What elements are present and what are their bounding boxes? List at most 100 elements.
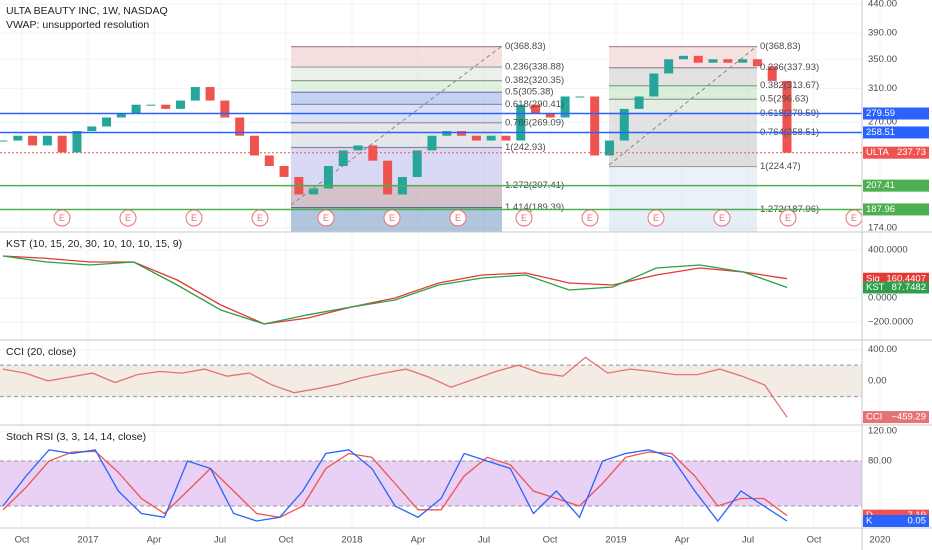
price-line-label: 258.51 <box>866 127 895 138</box>
last-price-value: 237.73 <box>897 147 926 158</box>
x-tick-label: Oct <box>543 535 558 546</box>
y-tick-label: 390.00 <box>868 28 897 39</box>
series-name: KST <box>866 282 885 293</box>
candle <box>131 104 141 114</box>
candle <box>249 135 259 156</box>
candle <box>102 117 112 127</box>
earnings-label: E <box>785 213 791 223</box>
candle <box>545 113 555 118</box>
pane-title: Stoch RSI (3, 3, 14, 14, close) <box>6 431 146 443</box>
chart-subtitle: VWAP: unsupported resolution <box>6 19 149 31</box>
y-tick-label: 310.00 <box>868 83 897 94</box>
candle <box>486 135 496 141</box>
earnings-marker <box>383 209 401 227</box>
series-name: K <box>866 516 873 527</box>
fib-zone <box>609 85 757 100</box>
candle <box>309 188 319 195</box>
y-tick-label: 80.00 <box>868 456 892 467</box>
y-tick-label: 400.00 <box>868 344 897 355</box>
x-tick-label: Jul <box>742 535 754 546</box>
candle <box>752 59 762 67</box>
earnings-label: E <box>323 213 329 223</box>
earnings-marker <box>581 209 599 227</box>
fib-label: 0.5(305.38) <box>505 87 554 98</box>
earnings-label: E <box>521 213 527 223</box>
candle <box>723 59 733 63</box>
candle <box>590 96 600 156</box>
fib-label: 0.618(290.41) <box>505 99 564 110</box>
series-last-value: 0.05 <box>908 516 927 527</box>
series-name: Sig <box>866 273 880 284</box>
earnings-marker <box>119 209 137 227</box>
x-tick-label: Oct <box>807 535 822 546</box>
earnings-marker <box>53 209 71 227</box>
candle <box>13 135 23 141</box>
x-tick-label: Oct <box>15 535 30 546</box>
candle <box>42 135 52 146</box>
last-price-name: ULTA <box>866 147 890 158</box>
x-tick-label: 2018 <box>341 535 362 546</box>
candle <box>116 113 126 118</box>
candle <box>678 55 688 60</box>
candle <box>176 100 186 109</box>
candle <box>604 140 614 156</box>
fib-zone <box>609 132 757 167</box>
y-tick-label: 350.00 <box>868 54 897 65</box>
value-box <box>863 281 929 294</box>
value-box <box>863 411 929 424</box>
candle <box>471 135 481 141</box>
plot: 440.00 390.00 350.00 310.00 270.00 174.00 400.… <box>0 0 913 523</box>
earnings-marker <box>251 209 269 227</box>
earnings-label: E <box>587 213 593 223</box>
x-tick-label: 2019 <box>605 535 626 546</box>
value-box <box>863 107 929 120</box>
earnings-marker <box>449 209 467 227</box>
x-tick-label: Apr <box>147 535 162 546</box>
fib-zone <box>609 209 757 232</box>
candle <box>383 160 393 195</box>
y-tick-label: 0.0000 <box>868 293 897 304</box>
pane-title: KST (10, 15, 20, 30, 10, 10, 10, 15, 9) <box>6 238 182 250</box>
value-box <box>863 203 929 216</box>
earnings-marker <box>713 209 731 227</box>
fib-label: 1(242.93) <box>505 142 546 153</box>
y-tick-label: 270.00 <box>868 116 897 127</box>
candle <box>28 135 38 146</box>
fib-label: 0(368.83) <box>505 41 546 52</box>
fib-zone <box>609 67 757 86</box>
y-tick-label: −200.0000 <box>868 317 913 328</box>
candle <box>353 145 363 151</box>
price-line-label: 207.41 <box>866 180 895 191</box>
fib-zone <box>609 166 757 210</box>
series-line <box>2 356 788 418</box>
fib-zone <box>291 147 502 186</box>
x-tick-label: 2020 <box>869 535 890 546</box>
earnings-label: E <box>125 213 131 223</box>
earnings-label: E <box>455 213 461 223</box>
candle <box>220 100 230 118</box>
fib-label: 1.414(189.39) <box>505 202 564 213</box>
candle <box>412 150 422 177</box>
candle <box>190 87 200 101</box>
x-tick-label: 2017 <box>77 535 98 546</box>
fib-label: 0.236(337.93) <box>760 62 819 73</box>
earnings-marker <box>647 209 665 227</box>
fib-label: 0.382(313.67) <box>760 80 819 91</box>
fib-trend <box>608 45 758 166</box>
candle <box>531 104 541 114</box>
earnings-label: E <box>389 213 395 223</box>
earnings-marker <box>515 209 533 227</box>
candle <box>323 165 333 189</box>
candle <box>634 96 644 109</box>
candle <box>338 150 348 166</box>
candle <box>782 80 792 153</box>
candle <box>264 155 274 166</box>
pane-title: CCI (20, close) <box>6 346 76 358</box>
y-tick-label: 0.00 <box>868 375 887 386</box>
earnings-label: E <box>59 213 65 223</box>
fib-zone <box>609 99 757 114</box>
series-last-value: 87.7482 <box>892 282 926 293</box>
fib-zone <box>291 67 502 81</box>
earnings-label: E <box>191 213 197 223</box>
y-tick-label: 400.0000 <box>868 245 908 256</box>
